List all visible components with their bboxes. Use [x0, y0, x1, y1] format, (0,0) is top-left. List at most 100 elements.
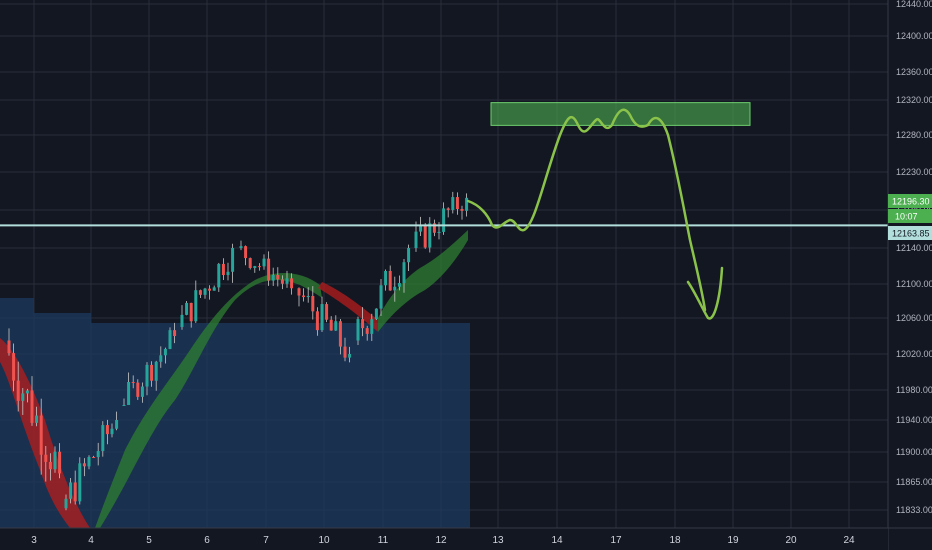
- candle-body: [140, 386, 144, 397]
- candle-body: [446, 208, 450, 210]
- candle-body: [226, 271, 230, 276]
- candle-body: [7, 340, 11, 354]
- price-tick-label: 12400.00: [896, 31, 932, 41]
- candle-body: [122, 405, 126, 406]
- candle-body: [239, 246, 243, 248]
- candle-body: [465, 197, 469, 211]
- candle-body: [185, 302, 189, 315]
- price-axis-labels: 12440.00 12400.00 12360.00 12320.00 12280.00…: [896, 0, 932, 515]
- date-tick-label: 7: [263, 535, 269, 546]
- price-axis[interactable]: [888, 0, 932, 550]
- level-price-tag-bg: [888, 226, 932, 240]
- candle-body: [343, 346, 347, 358]
- projection-path[interactable]: [466, 108, 724, 320]
- ma-ribbon-red-2: [318, 282, 378, 332]
- candle-body: [315, 311, 319, 331]
- date-tick-label: 14: [551, 535, 563, 546]
- candle-body: [460, 209, 464, 211]
- candle-body: [35, 415, 39, 423]
- date-tick-label: 24: [843, 535, 855, 546]
- date-tick-label: 13: [492, 535, 504, 546]
- candles: [7, 191, 469, 511]
- candle-body: [39, 415, 43, 455]
- candle-body: [194, 290, 198, 322]
- price-tick-label: 12230.00: [896, 167, 932, 177]
- price-tick-label: 12280.00: [896, 130, 932, 140]
- countdown-value: 10:07: [895, 212, 918, 222]
- candle-body: [96, 451, 100, 458]
- candle-body: [348, 354, 352, 358]
- candle-body: [437, 231, 441, 233]
- last-price-value: 12196.30: [892, 197, 930, 207]
- candle-body: [21, 393, 25, 401]
- candle-body: [131, 381, 135, 383]
- candle-body: [189, 302, 193, 322]
- candle-body: [159, 355, 163, 362]
- candle-body: [168, 330, 172, 349]
- last-price-tag-bg: [888, 194, 932, 208]
- candle-body: [198, 290, 202, 295]
- date-tick-label: 17: [610, 535, 622, 546]
- date-tick-label: 3: [31, 535, 37, 546]
- price-tick-label: 12140.00: [896, 243, 932, 253]
- candle-body: [442, 208, 446, 232]
- candle-body: [173, 330, 177, 336]
- candle-body: [44, 454, 48, 462]
- candle-body: [388, 270, 392, 291]
- candle-body: [302, 295, 306, 298]
- candle-body: [414, 231, 418, 248]
- candle-body: [105, 425, 109, 435]
- moving-average-ribbons: [0, 230, 468, 528]
- candle-body: [407, 248, 411, 263]
- price-tick-label: 12100.00: [896, 279, 932, 289]
- candle-body: [325, 304, 329, 320]
- candle-body: [221, 263, 225, 276]
- candle-body: [311, 295, 315, 312]
- candle-body: [257, 266, 261, 268]
- level-price-value: 12163.85: [892, 229, 930, 239]
- candle-body: [136, 382, 140, 397]
- candle-body: [64, 498, 68, 509]
- candle-body: [244, 246, 248, 259]
- price-tick-label: 12360.00: [896, 67, 932, 77]
- price-tick-label: 11833.00: [896, 505, 932, 515]
- ma-ribbon-green: [95, 273, 322, 528]
- price-tick-label: 12060.00: [896, 313, 932, 323]
- candle-body: [419, 225, 423, 232]
- candle-body: [370, 319, 374, 334]
- candle-body: [248, 258, 252, 268]
- price-tick-label: 11980.00: [896, 385, 932, 395]
- price-tick-label: 11900.00: [896, 447, 932, 457]
- target-zone[interactable]: [490, 102, 751, 126]
- date-tick-label: 6: [204, 535, 210, 546]
- candle-body: [423, 225, 427, 248]
- candle-body: [397, 283, 401, 287]
- level-price-tag: 12163.85: [888, 226, 932, 240]
- candle-body: [231, 248, 235, 272]
- candle-body: [92, 456, 96, 458]
- candle-body: [82, 463, 86, 467]
- candle-body: [334, 321, 338, 331]
- price-tick-label: 11865.00: [896, 477, 932, 487]
- date-tick-label: 10: [318, 535, 330, 546]
- date-tick-label: 5: [146, 535, 152, 546]
- candle-body: [285, 278, 289, 284]
- candle-body: [338, 321, 342, 347]
- candle-body: [30, 390, 34, 423]
- candle-body: [150, 364, 154, 381]
- ma-ribbon-red: [0, 338, 90, 528]
- candle-body: [25, 390, 29, 394]
- candle-body: [276, 275, 280, 280]
- candle-body: [127, 381, 131, 405]
- price-tick-label: 12440.00: [896, 0, 932, 9]
- time-axis[interactable]: [0, 528, 888, 550]
- candle-body: [428, 223, 432, 248]
- candle-body: [78, 463, 82, 502]
- countdown-tag-bg: [888, 209, 932, 223]
- candle-body: [208, 288, 212, 291]
- candle-body: [53, 451, 57, 470]
- candle-body: [262, 258, 266, 267]
- date-tick-label: 4: [88, 535, 94, 546]
- date-tick-label: 20: [785, 535, 797, 546]
